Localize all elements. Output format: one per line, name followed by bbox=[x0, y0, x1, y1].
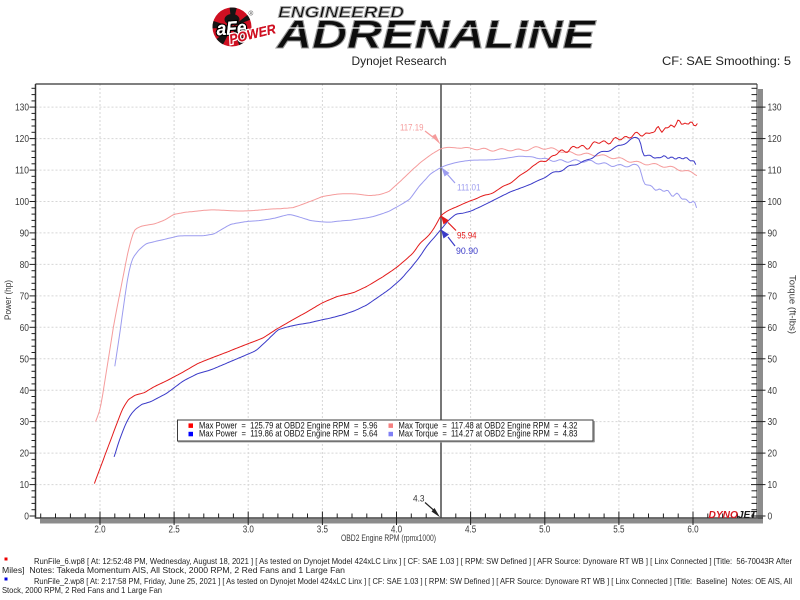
svg-text:6.0: 6.0 bbox=[687, 525, 699, 536]
svg-text:110: 110 bbox=[768, 166, 782, 177]
svg-text:90: 90 bbox=[768, 229, 778, 240]
svg-text:3.5: 3.5 bbox=[317, 525, 329, 536]
svg-text:30: 30 bbox=[20, 417, 30, 428]
svg-text:117.19: 117.19 bbox=[400, 123, 424, 134]
svg-text:ADRENALINE: ADRENALINE bbox=[276, 13, 597, 57]
svg-text:4.5: 4.5 bbox=[465, 525, 477, 536]
svg-text:70: 70 bbox=[768, 292, 778, 303]
svg-text:120: 120 bbox=[768, 134, 782, 145]
svg-text:60: 60 bbox=[20, 323, 30, 334]
svg-text:120: 120 bbox=[15, 134, 29, 145]
svg-text:3.0: 3.0 bbox=[243, 525, 255, 536]
svg-text:111.01: 111.01 bbox=[457, 183, 481, 194]
svg-text:90: 90 bbox=[20, 229, 30, 240]
svg-text:OBD2 Engine RPM (rpmx1000): OBD2 Engine RPM (rpmx1000) bbox=[341, 533, 436, 544]
svg-text:Max Power = 119.86 at OBD2 E: Max Power = 119.86 at OBD2 Engine RPM = … bbox=[199, 429, 378, 439]
svg-text:®: ® bbox=[249, 10, 254, 18]
svg-text:2.5: 2.5 bbox=[169, 525, 181, 536]
svg-text:0: 0 bbox=[768, 512, 773, 523]
svg-text:80: 80 bbox=[768, 260, 778, 271]
svg-text:20: 20 bbox=[20, 449, 30, 460]
svg-text:ENGINEERED: ENGINEERED bbox=[278, 5, 404, 22]
svg-text:40: 40 bbox=[768, 386, 778, 397]
svg-text:Power (hp): Power (hp) bbox=[3, 280, 14, 320]
svg-text:2.0: 2.0 bbox=[94, 525, 106, 536]
svg-text:aFe: aFe bbox=[216, 18, 247, 41]
svg-text:130: 130 bbox=[15, 103, 29, 114]
svg-text:30: 30 bbox=[768, 417, 778, 428]
svg-text:90.90: 90.90 bbox=[456, 246, 478, 257]
svg-text:Torque (ft-lbs): Torque (ft-lbs) bbox=[787, 275, 798, 334]
svg-text:4.0: 4.0 bbox=[391, 525, 403, 536]
svg-text:Max Power = 125.79 at OBD2 E: Max Power = 125.79 at OBD2 Engine RPM = … bbox=[199, 420, 378, 430]
svg-text:5.5: 5.5 bbox=[613, 525, 625, 536]
svg-text:80: 80 bbox=[20, 260, 30, 271]
svg-text:130: 130 bbox=[768, 103, 782, 114]
svg-text:110: 110 bbox=[15, 166, 29, 177]
svg-text:Stock, 2000 RPM, 2 Red Fans an: Stock, 2000 RPM, 2 Red Fans and 1 Large … bbox=[2, 585, 162, 595]
svg-text:10: 10 bbox=[20, 480, 30, 491]
svg-text:Max Torque = 117.48 at OBD2: Max Torque = 117.48 at OBD2 Engine RPM =… bbox=[399, 420, 578, 430]
svg-text:100: 100 bbox=[768, 197, 782, 208]
svg-text:20: 20 bbox=[768, 449, 778, 460]
svg-text:aFe: aFe bbox=[216, 18, 247, 41]
svg-text:0: 0 bbox=[24, 512, 29, 523]
svg-text:DYNOJET: DYNOJET bbox=[709, 509, 759, 521]
svg-text:60: 60 bbox=[768, 323, 778, 334]
svg-text:5.0: 5.0 bbox=[539, 525, 551, 536]
svg-text:50: 50 bbox=[20, 354, 30, 365]
svg-text:40: 40 bbox=[20, 386, 30, 397]
svg-text:100: 100 bbox=[15, 197, 29, 208]
svg-text:Miles] Notes: Takeda Momentum: Miles] Notes: Takeda Momentum AIS, All S… bbox=[2, 565, 345, 575]
svg-text:4.3: 4.3 bbox=[413, 494, 425, 505]
svg-text:Dynojet Research: Dynojet Research bbox=[352, 54, 447, 68]
svg-text:Max Torque = 114.27 at OBD2: Max Torque = 114.27 at OBD2 Engine RPM =… bbox=[399, 429, 578, 439]
svg-text:10: 10 bbox=[768, 480, 778, 491]
svg-text:RunFile_2.wp8 [ At: 2:17:58 PM: RunFile_2.wp8 [ At: 2:17:58 PM, Friday, … bbox=[34, 576, 792, 586]
svg-text:CF: SAE Smoothing: 5: CF: SAE Smoothing: 5 bbox=[662, 54, 791, 68]
svg-text:95.94: 95.94 bbox=[457, 231, 477, 242]
svg-text:70: 70 bbox=[20, 292, 30, 303]
svg-text:50: 50 bbox=[768, 354, 778, 365]
svg-text:RunFile_6.wp8 [ At: 12:52:48 P: RunFile_6.wp8 [ At: 12:52:48 PM, Wednesd… bbox=[34, 556, 792, 566]
